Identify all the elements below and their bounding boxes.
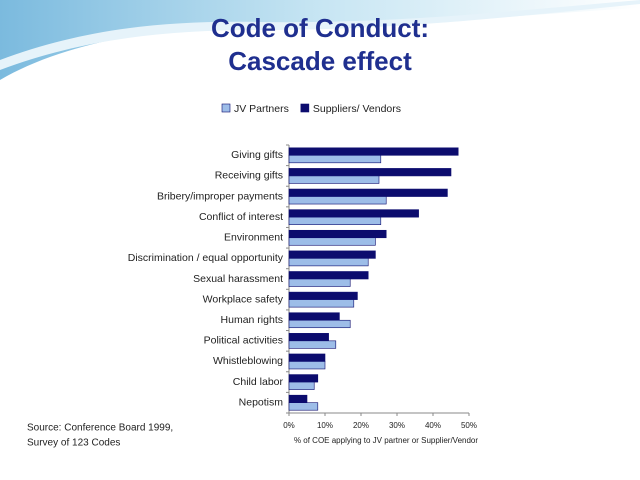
bar — [288, 188, 448, 197]
category-label: Whistleblowing — [213, 355, 283, 367]
legend-swatch — [221, 103, 231, 113]
bar — [288, 237, 376, 246]
source-line: Source: Conference Board 1999, — [27, 423, 173, 434]
bar — [288, 209, 419, 218]
bar — [288, 353, 326, 362]
bar — [288, 216, 382, 225]
bar — [288, 402, 319, 411]
bar — [288, 271, 369, 280]
bar — [288, 258, 369, 267]
bar — [288, 319, 351, 329]
x-tick-label: 40% — [425, 421, 441, 430]
bar — [288, 361, 326, 370]
category-label: Sexual harassment — [193, 273, 283, 285]
source-line: Survey of 123 Codes — [27, 438, 120, 449]
bar — [288, 374, 319, 383]
category-label: Discrimination / equal opportunity — [128, 252, 284, 264]
x-axis-title: % of COE applying to JV partner or Suppl… — [294, 436, 478, 445]
bar — [288, 278, 351, 287]
bar — [288, 155, 382, 164]
category-label: Human rights — [221, 314, 283, 326]
category-label: Nepotism — [239, 396, 284, 408]
x-tick-label: 30% — [389, 421, 405, 430]
category-label: Receiving gifts — [215, 170, 283, 182]
bar — [288, 340, 337, 349]
bar — [288, 381, 315, 390]
x-tick-label: 50% — [461, 421, 477, 430]
x-tick-label: 10% — [317, 421, 333, 430]
x-tick-label: 20% — [353, 421, 369, 430]
legend-label: JV Partners — [234, 103, 289, 115]
category-label: Environment — [224, 232, 283, 244]
bar — [288, 299, 355, 308]
bar — [288, 333, 329, 342]
bar — [288, 312, 340, 321]
bar — [288, 175, 380, 184]
legend-label: Suppliers/ Vendors — [313, 103, 401, 115]
bar — [288, 168, 452, 177]
bar — [288, 196, 387, 205]
bar — [288, 147, 459, 156]
legend-swatch — [300, 103, 310, 113]
swoosh-light — [0, 0, 640, 70]
category-label: Political activities — [204, 335, 283, 347]
bar — [288, 229, 387, 239]
x-tick-label: 0% — [283, 421, 295, 430]
bar — [288, 394, 308, 403]
category-label: Conflict of interest — [199, 211, 283, 223]
category-label: Giving gifts — [231, 149, 283, 161]
swoosh — [0, 0, 640, 80]
category-label: Bribery/improper payments — [157, 190, 283, 202]
category-label: Child labor — [233, 376, 284, 388]
title-line: Code of Conduct: — [211, 13, 429, 43]
category-label: Workplace safety — [203, 293, 284, 305]
bar — [288, 250, 376, 259]
bar — [288, 291, 358, 300]
title-line: Cascade effect — [228, 46, 412, 76]
